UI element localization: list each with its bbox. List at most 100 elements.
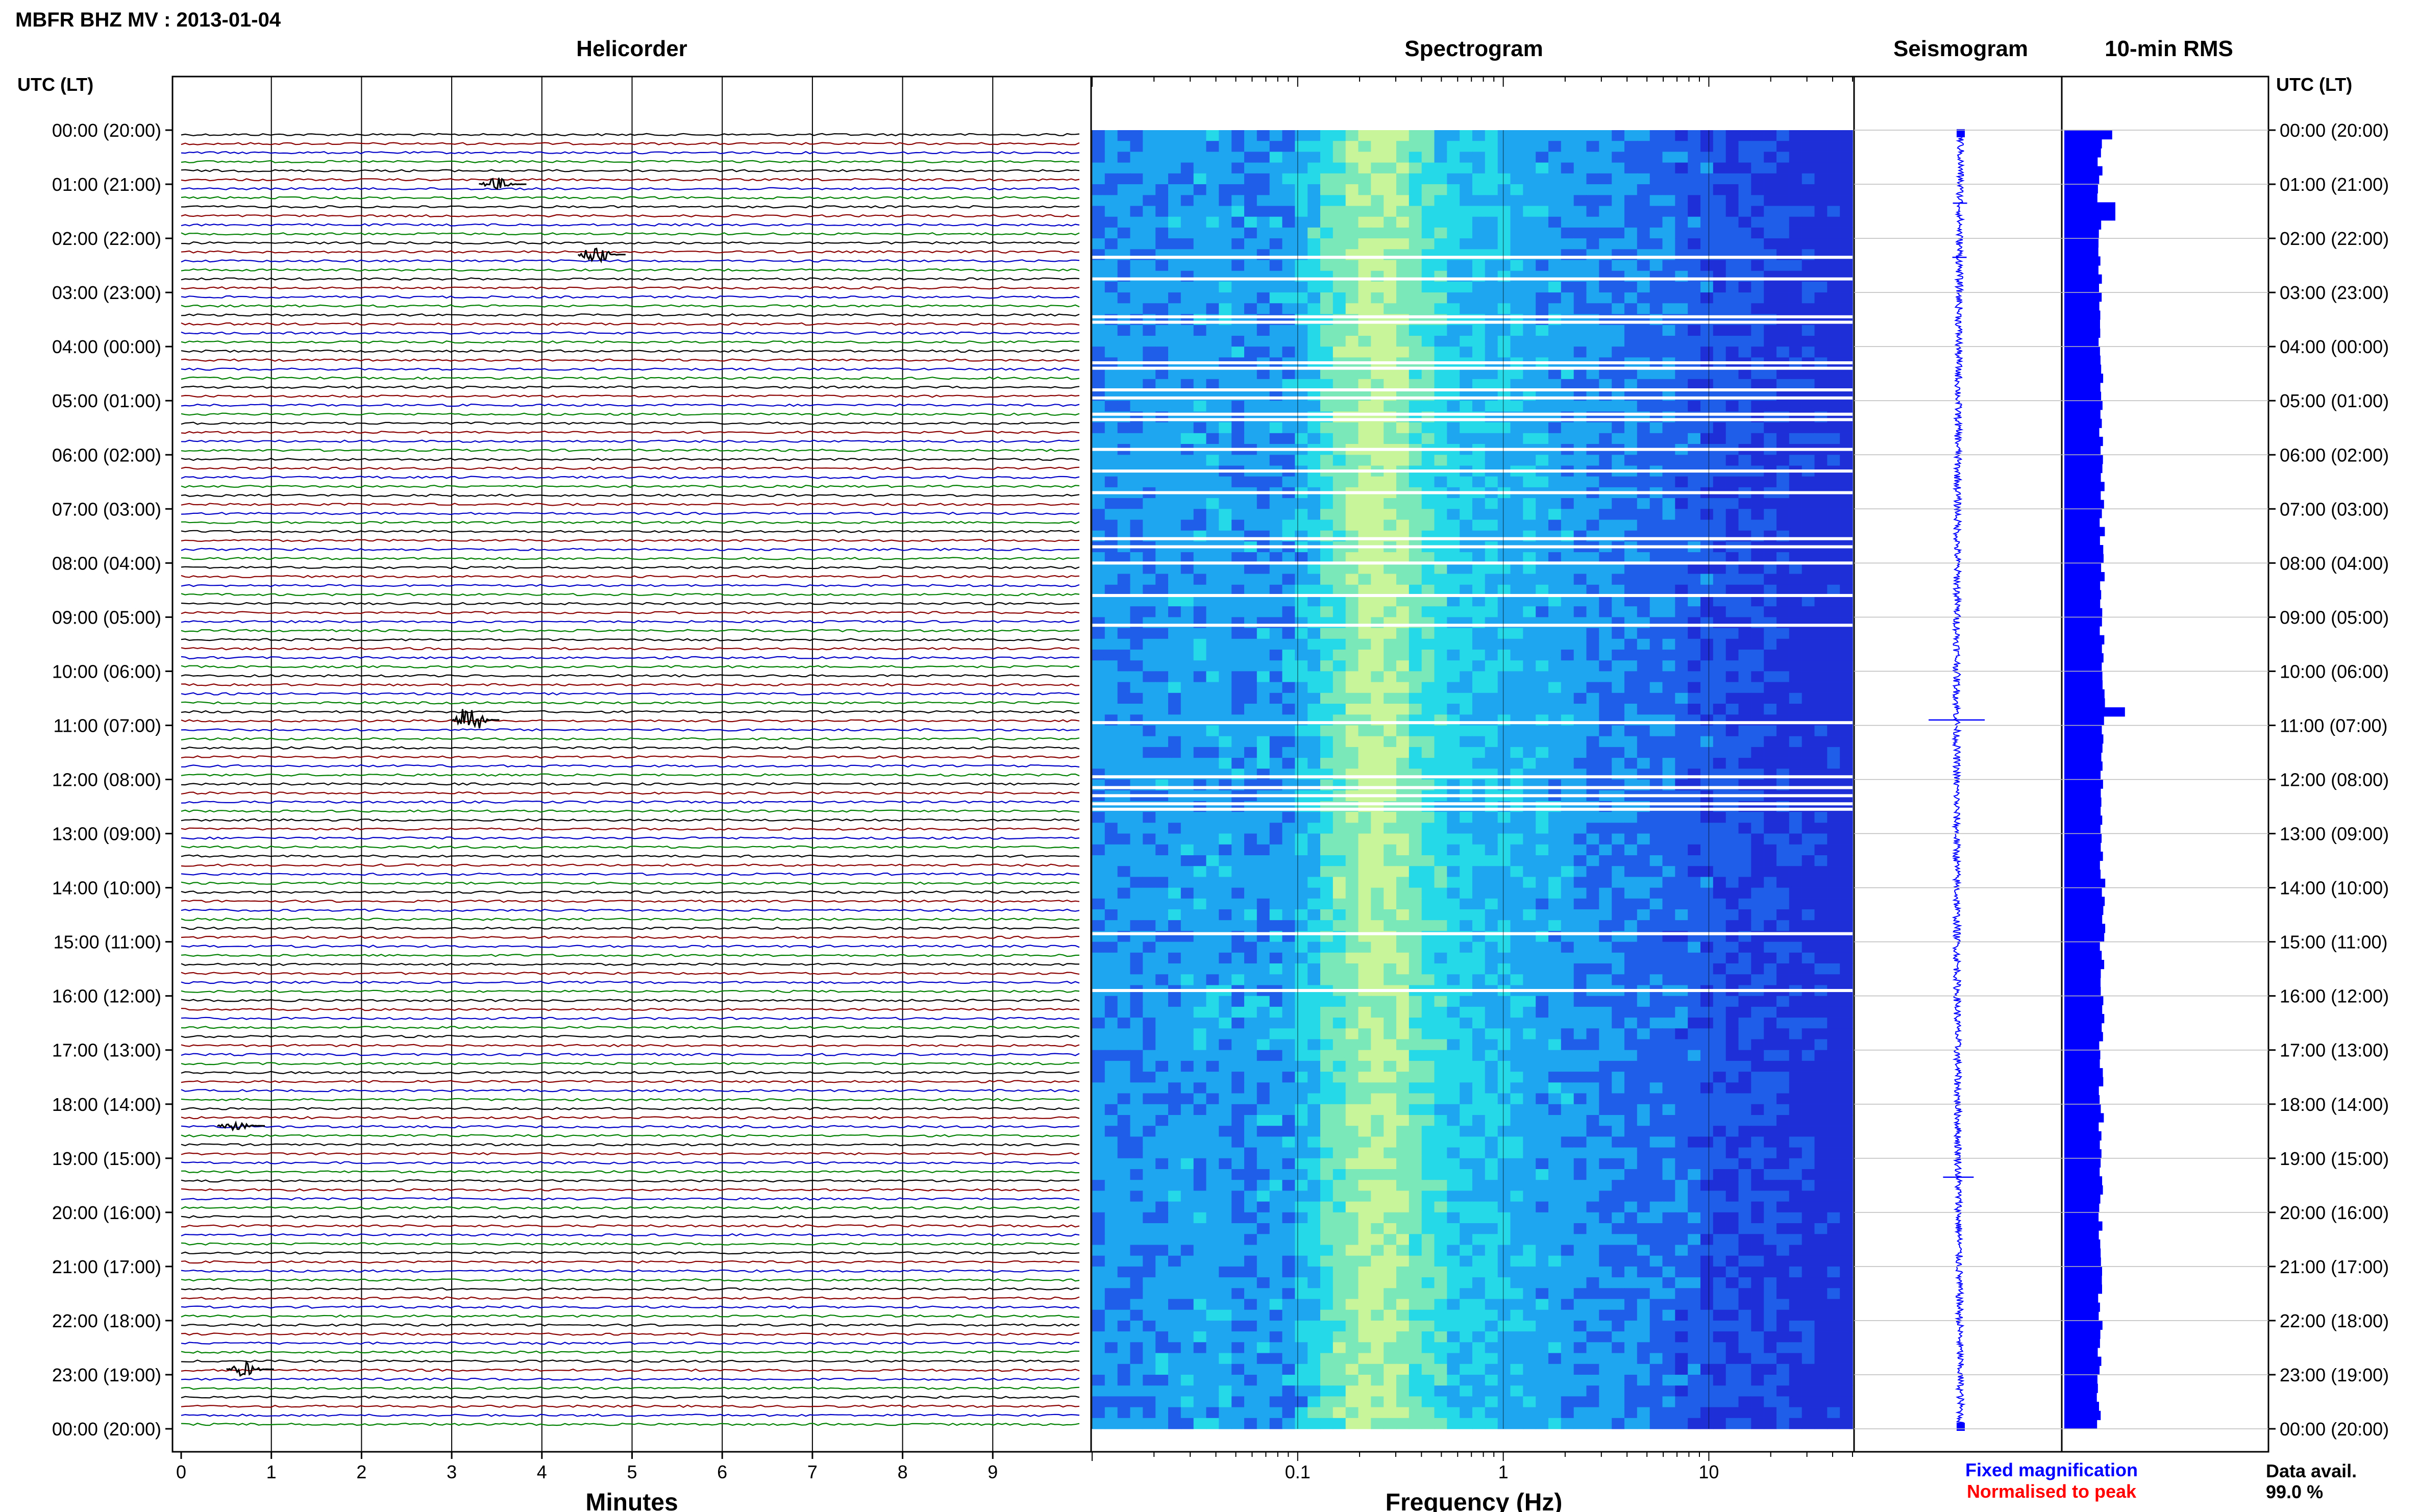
helicorder-trace <box>181 1233 1080 1237</box>
spectrogram-cell <box>1256 736 1270 748</box>
spectrogram-cell <box>1700 519 1714 531</box>
spectrogram-cell <box>1231 455 1245 466</box>
spectrogram-cell <box>1256 606 1270 617</box>
spectrogram-cell <box>1612 552 1625 563</box>
spectrogram-cell <box>1700 336 1714 347</box>
spectrogram-cell <box>1523 596 1536 607</box>
spectrogram-cell <box>1497 401 1511 412</box>
spectrogram-cell <box>1738 628 1752 639</box>
spectrogram-cell <box>1332 563 1346 575</box>
helicorder-trace <box>181 854 1080 858</box>
spectrogram-cell <box>1384 162 1397 174</box>
spectrogram-cell <box>1193 898 1207 910</box>
helicorder-trace <box>181 1404 1080 1408</box>
spectrogram-cell <box>1675 747 1688 758</box>
helicorder-trace <box>181 457 1080 461</box>
spectrogram-cell <box>1371 346 1384 358</box>
spectrogram-cell <box>1244 498 1257 509</box>
spectrogram-cell <box>1725 606 1739 617</box>
spectrogram-cell <box>1612 173 1625 185</box>
spectrogram-cell <box>1345 379 1359 390</box>
spectrogram-cell <box>1523 660 1536 672</box>
spectrogram-cell <box>1307 650 1321 661</box>
spectrogram-cell <box>1599 292 1612 304</box>
spectrogram-cell <box>1776 433 1790 444</box>
spectrogram-cell <box>1725 963 1739 975</box>
spectrogram-cell <box>1688 260 1701 271</box>
spectrogram-cell <box>1586 877 1600 888</box>
spectrogram-cell <box>1561 682 1574 693</box>
spectrogram-cell <box>1700 368 1714 380</box>
spectrogram-cell <box>1256 887 1270 899</box>
spectrogram-cell <box>1751 866 1764 877</box>
spectrogram-cell <box>1764 346 1777 358</box>
spectrogram-cell <box>1434 206 1448 217</box>
spectrogram-cell <box>1814 833 1828 845</box>
spectrogram-cell <box>1256 844 1270 856</box>
spectrogram-cell <box>1256 747 1270 758</box>
spectrogram-cell <box>1396 162 1410 174</box>
spectrogram-cell <box>1256 671 1270 683</box>
spectrogram-cell <box>1548 292 1562 304</box>
spectrogram-cell <box>1332 952 1346 964</box>
spectrogram-cell <box>1256 638 1270 650</box>
spectrogram-cell <box>1536 682 1549 693</box>
spectrogram-cell <box>1700 281 1714 293</box>
spectrogram-cell <box>1092 692 1105 704</box>
spectrogram-cell <box>1409 130 1422 141</box>
spectrogram-cell <box>1688 725 1701 737</box>
spectrogram-cell <box>1801 216 1815 228</box>
spectrogram-cell <box>1713 692 1726 704</box>
spectrogram-cell <box>1599 455 1612 466</box>
helicorder-trace <box>181 295 1080 299</box>
spectrogram-cell <box>1396 141 1410 152</box>
spectrogram-cell <box>1688 638 1701 650</box>
spectrogram-cell <box>1637 325 1650 336</box>
spectrogram-cell <box>1371 877 1384 888</box>
spectrogram-cell <box>1510 833 1524 845</box>
spectrogram-cell <box>1409 855 1422 866</box>
spectrogram-cell <box>1409 379 1422 390</box>
spectrogram-cell <box>1168 216 1181 228</box>
spectrogram-cell <box>1282 195 1296 207</box>
spectrogram-cell <box>1688 401 1701 412</box>
spectrogram-cell <box>1801 292 1815 304</box>
spectrogram-cell <box>1384 606 1397 617</box>
spectrogram-cell <box>1548 887 1562 899</box>
spectrogram-cell <box>1180 812 1194 823</box>
spectrogram-cell <box>1573 909 1587 921</box>
spectrogram-cell <box>1840 563 1853 575</box>
spectrogram-cell <box>1332 941 1346 953</box>
spectrogram-cell <box>1688 292 1701 304</box>
spectrogram-cell <box>1472 628 1486 639</box>
spectrogram-cell <box>1675 909 1688 921</box>
spectrogram-cell <box>1649 346 1663 358</box>
spectrogram-cell <box>1320 606 1334 617</box>
spectrogram-cell <box>1130 920 1144 931</box>
spectrogram-cell <box>1548 855 1562 866</box>
spectrogram-cell <box>1332 682 1346 693</box>
spectrogram-cell <box>1219 606 1232 617</box>
helicorder-trace <box>181 484 1080 488</box>
helicorder-trace <box>181 187 1080 191</box>
spectrogram-cell <box>1434 660 1448 672</box>
spectrogram-cell <box>1295 184 1308 195</box>
spectrogram-cell <box>1117 433 1131 444</box>
spectrogram-cell <box>1193 227 1207 239</box>
spectrogram-cell <box>1384 877 1397 888</box>
spectrogram-cell <box>1092 941 1105 953</box>
spectrogram-cell <box>1295 303 1308 315</box>
spectrogram-cell <box>1219 238 1232 250</box>
spectrogram-cell <box>1155 173 1169 185</box>
spectrogram-cell <box>1168 758 1181 769</box>
spectrogram-cell <box>1269 476 1283 488</box>
spectrogram-cell <box>1801 368 1815 380</box>
spectrogram-cell <box>1840 206 1853 217</box>
spectrogram-cell <box>1738 909 1752 921</box>
spectrogram-cell <box>1332 887 1346 899</box>
spectrogram-cell <box>1510 574 1524 585</box>
spectrogram-cell <box>1548 628 1562 639</box>
spectrogram-cell <box>1764 638 1777 650</box>
spectrogram-cell <box>1536 596 1549 607</box>
spectrogram-cell <box>1219 704 1232 715</box>
